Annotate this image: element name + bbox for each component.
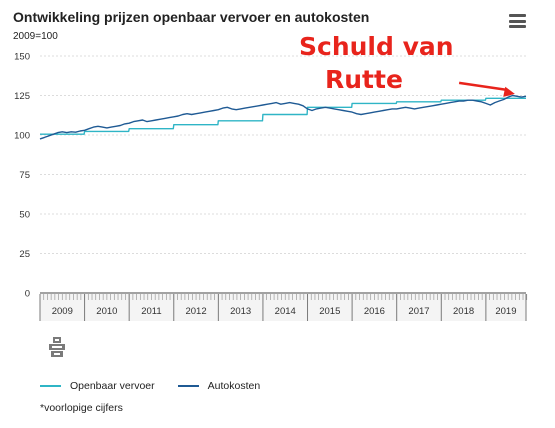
legend-item-openbaar-vervoer[interactable]: Openbaar vervoer <box>40 380 155 392</box>
y-tick-label-50: 50 <box>19 210 30 221</box>
x-tick-label-2015: 2015 <box>319 306 340 317</box>
series-line-openbaar-vervoer <box>40 97 526 135</box>
x-tick-label-2014: 2014 <box>275 306 296 317</box>
hamburger-menu-icon[interactable] <box>509 14 526 28</box>
y-tick-label-100: 100 <box>14 131 30 142</box>
chart-legend: Openbaar vervoer Autokosten <box>40 380 283 392</box>
x-tick-label-2018: 2018 <box>453 306 474 317</box>
y-tick-label-0: 0 <box>25 289 30 300</box>
legend-label-autokosten: Autokosten <box>207 380 261 392</box>
annotation-arrow-head <box>503 86 515 97</box>
chart-title: Ontwikkeling prijzen openbaar vervoer en… <box>13 9 370 25</box>
x-tick-label-2019: 2019 <box>495 306 516 317</box>
chart-subtitle: 2009=100 <box>13 31 58 42</box>
annotation-line-1: Schuld van <box>299 32 454 61</box>
y-tick-label-75: 75 <box>19 170 30 181</box>
x-tick-label-2010: 2010 <box>96 306 117 317</box>
x-tick-label-2013: 2013 <box>230 306 251 317</box>
x-tick-label-2009: 2009 <box>52 306 73 317</box>
series-line-autokosten <box>39 94 527 140</box>
y-tick-label-125: 125 <box>14 91 30 102</box>
y-tick-label-25: 25 <box>19 249 30 260</box>
x-tick-label-2017: 2017 <box>408 306 429 317</box>
legend-swatch-autokosten <box>177 385 199 387</box>
cbs-logo-icon <box>48 336 66 358</box>
x-tick-label-2011: 2011 <box>141 306 161 317</box>
annotation-line-2: Rutte <box>325 65 403 94</box>
legend-swatch-openbaar-vervoer <box>40 385 61 387</box>
annotation-arrow-line <box>458 81 508 92</box>
x-tick-label-2016: 2016 <box>364 306 385 317</box>
footnote: *voorlopige cijfers <box>40 402 123 414</box>
x-tick-label-2012: 2012 <box>185 306 206 317</box>
y-tick-label-150: 150 <box>14 52 30 63</box>
legend-label-openbaar-vervoer: Openbaar vervoer <box>70 380 155 392</box>
legend-item-autokosten[interactable]: Autokosten <box>177 380 261 392</box>
